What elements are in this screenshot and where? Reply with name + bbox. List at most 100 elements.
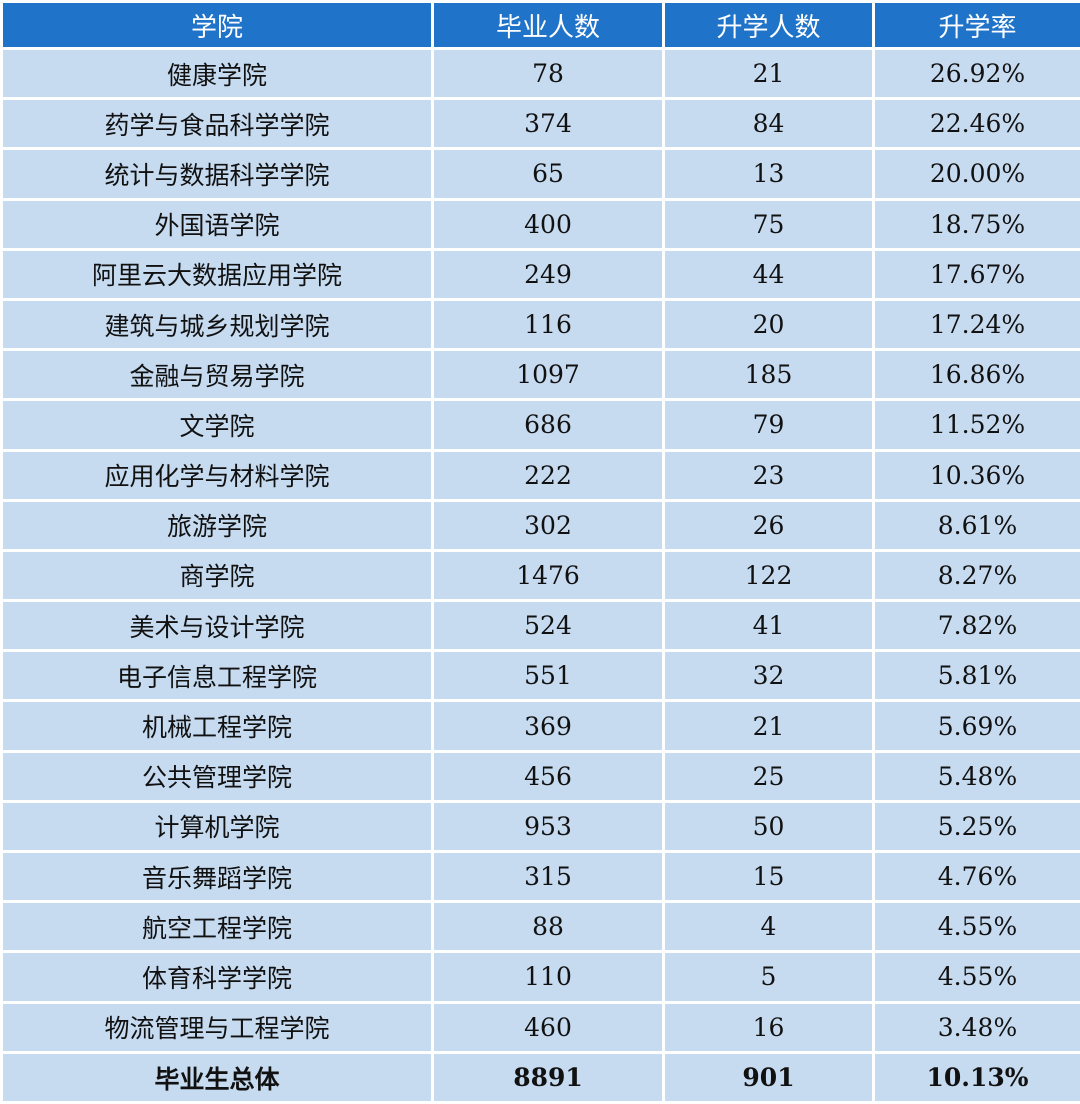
table-row: 航空工程学院 88 4 4.55%	[0, 900, 1080, 954]
cell-college: 建筑与城乡规划学院	[0, 297, 434, 352]
cell-graduates: 369	[431, 699, 665, 753]
table-row: 体育科学学院 110 5 4.55%	[0, 950, 1080, 1004]
table-row: 美术与设计学院 524 41 7.82%	[0, 599, 1080, 653]
cell-graduates: 116	[431, 297, 665, 352]
cell-rate: 5.48%	[872, 749, 1080, 803]
cell-graduates: 953	[431, 799, 665, 854]
cell-rate: 11.52%	[872, 398, 1080, 452]
cell-further-study: 5	[662, 950, 875, 1004]
table-row: 商学院 1476 122 8.27%	[0, 548, 1080, 603]
cell-graduates: 460	[431, 1000, 665, 1055]
cell-college: 外国语学院	[0, 197, 434, 251]
cell-further-study: 41	[662, 599, 875, 653]
cell-college: 商学院	[0, 548, 434, 603]
cell-further-study: 20	[662, 297, 875, 352]
cell-college: 药学与食品科学学院	[0, 97, 434, 151]
header-college: 学院	[0, 0, 434, 50]
cell-rate: 5.69%	[872, 699, 1080, 753]
header-graduates: 毕业人数	[431, 0, 665, 50]
cell-rate: 26.92%	[872, 46, 1080, 101]
cell-rate: 17.67%	[872, 247, 1080, 301]
total-further-study: 901	[662, 1051, 875, 1104]
total-graduates: 8891	[431, 1051, 665, 1104]
cell-rate: 18.75%	[872, 197, 1080, 251]
cell-graduates: 249	[431, 247, 665, 301]
table-footer: 毕业生总体 8891 901 10.13%	[0, 1051, 1080, 1104]
cell-further-study: 75	[662, 197, 875, 251]
table-row: 计算机学院 953 50 5.25%	[0, 799, 1080, 854]
cell-college: 统计与数据科学学院	[0, 147, 434, 201]
cell-graduates: 456	[431, 749, 665, 803]
cell-further-study: 79	[662, 398, 875, 452]
cell-further-study: 23	[662, 448, 875, 502]
cell-college: 电子信息工程学院	[0, 649, 434, 703]
cell-college: 旅游学院	[0, 498, 434, 552]
cell-college: 航空工程学院	[0, 900, 434, 954]
cell-further-study: 21	[662, 699, 875, 753]
cell-further-study: 21	[662, 46, 875, 101]
cell-graduates: 315	[431, 849, 665, 904]
cell-further-study: 16	[662, 1000, 875, 1055]
cell-college: 金融与贸易学院	[0, 348, 434, 402]
cell-graduates: 88	[431, 900, 665, 954]
cell-graduates: 1476	[431, 548, 665, 603]
cell-graduates: 65	[431, 147, 665, 201]
cell-further-study: 44	[662, 247, 875, 301]
table-row: 音乐舞蹈学院 315 15 4.76%	[0, 849, 1080, 904]
table-row: 物流管理与工程学院 460 16 3.48%	[0, 1000, 1080, 1055]
table-body: 健康学院 78 21 26.92% 药学与食品科学学院 374 84 22.46% 统计与数据科…	[0, 46, 1080, 1055]
cell-rate: 22.46%	[872, 97, 1080, 151]
table-row: 应用化学与材料学院 222 23 10.36%	[0, 448, 1080, 502]
table-row: 文学院 686 79 11.52%	[0, 398, 1080, 452]
cell-college: 阿里云大数据应用学院	[0, 247, 434, 301]
cell-college: 文学院	[0, 398, 434, 452]
cell-graduates: 551	[431, 649, 665, 703]
cell-graduates: 110	[431, 950, 665, 1004]
cell-graduates: 78	[431, 46, 665, 101]
cell-graduates: 222	[431, 448, 665, 502]
cell-further-study: 84	[662, 97, 875, 151]
cell-graduates: 400	[431, 197, 665, 251]
table-row: 公共管理学院 456 25 5.48%	[0, 749, 1080, 803]
header-row: 学院 毕业人数 升学人数 升学率	[0, 0, 1080, 50]
cell-graduates: 686	[431, 398, 665, 452]
cell-further-study: 13	[662, 147, 875, 201]
total-row: 毕业生总体 8891 901 10.13%	[0, 1051, 1080, 1104]
cell-graduates: 524	[431, 599, 665, 653]
cell-further-study: 26	[662, 498, 875, 552]
cell-graduates: 302	[431, 498, 665, 552]
table-header: 学院 毕业人数 升学人数 升学率	[0, 0, 1080, 50]
cell-college: 健康学院	[0, 46, 434, 101]
cell-further-study: 185	[662, 348, 875, 402]
cell-rate: 16.86%	[872, 348, 1080, 402]
table-row: 旅游学院 302 26 8.61%	[0, 498, 1080, 552]
total-label: 毕业生总体	[0, 1051, 434, 1104]
cell-college: 美术与设计学院	[0, 599, 434, 653]
cell-rate: 3.48%	[872, 1000, 1080, 1055]
cell-rate: 7.82%	[872, 599, 1080, 653]
cell-further-study: 15	[662, 849, 875, 904]
table-row: 阿里云大数据应用学院 249 44 17.67%	[0, 247, 1080, 301]
cell-college: 应用化学与材料学院	[0, 448, 434, 502]
cell-rate: 4.55%	[872, 900, 1080, 954]
table-row: 药学与食品科学学院 374 84 22.46%	[0, 97, 1080, 151]
cell-rate: 10.36%	[872, 448, 1080, 502]
cell-graduates: 1097	[431, 348, 665, 402]
cell-rate: 8.27%	[872, 548, 1080, 603]
table-row: 电子信息工程学院 551 32 5.81%	[0, 649, 1080, 703]
cell-graduates: 374	[431, 97, 665, 151]
cell-further-study: 122	[662, 548, 875, 603]
header-rate: 升学率	[872, 0, 1080, 50]
cell-college: 体育科学学院	[0, 950, 434, 1004]
table-row: 外国语学院 400 75 18.75%	[0, 197, 1080, 251]
cell-rate: 4.55%	[872, 950, 1080, 1004]
cell-college: 计算机学院	[0, 799, 434, 854]
table-row: 统计与数据科学学院 65 13 20.00%	[0, 147, 1080, 201]
total-rate: 10.13%	[872, 1051, 1080, 1104]
cell-college: 音乐舞蹈学院	[0, 849, 434, 904]
table-row: 建筑与城乡规划学院 116 20 17.24%	[0, 297, 1080, 352]
cell-rate: 5.81%	[872, 649, 1080, 703]
cell-further-study: 32	[662, 649, 875, 703]
cell-rate: 4.76%	[872, 849, 1080, 904]
